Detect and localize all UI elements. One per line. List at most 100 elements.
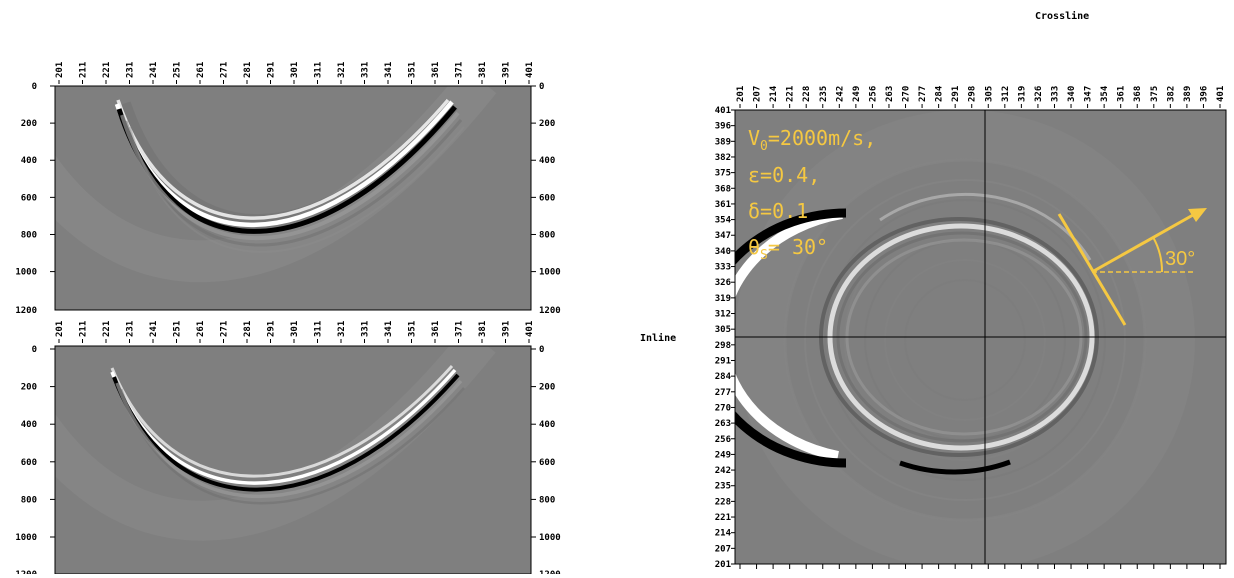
right-x-tick-label: 347	[1084, 86, 1094, 102]
bottom-x-tick-label: 251	[173, 321, 183, 337]
right-panel: Crossline Inline 201 207 214 221 228 235 2	[640, 10, 1227, 570]
top-x-tick-label: 281	[243, 62, 253, 78]
y-clipped-tick-label: 1200	[15, 306, 37, 316]
bottom-y-left-tick-label: 800	[21, 495, 37, 505]
bottom-x-tick-label: 361	[431, 321, 441, 337]
bottom-x-tick-label: 221	[102, 321, 112, 337]
bottom-y-axis-right: 0 200 400 600 800 1000	[531, 345, 561, 543]
right-x-tick-label: 263	[885, 86, 895, 102]
bottom-y-left-tick-label: 600	[21, 458, 37, 468]
top-x-tick-label: 251	[173, 62, 183, 78]
right-x-tick-label: 228	[802, 86, 812, 102]
bottom-x-tick-label: 281	[243, 321, 253, 337]
bottom-x-tick-label: 341	[384, 321, 394, 337]
bottom-x-tick-label: 211	[79, 321, 89, 337]
right-y-tick-label: 368	[715, 184, 731, 194]
epsilon-label: ε=0.4,	[748, 163, 820, 187]
right-x-tick-label: 340	[1067, 86, 1077, 102]
bottom-x-tick-label: 241	[149, 321, 159, 337]
top-x-tick-label: 361	[431, 62, 441, 78]
angle-diagram	[1057, 208, 1207, 326]
y-clipped-tick-label: 1200	[15, 570, 37, 574]
bottom-y-right-tick-label: 200	[539, 383, 555, 393]
bottom-x-tick-label: 311	[314, 321, 324, 337]
top-x-tick-label: 271	[220, 62, 230, 78]
right-x-tick-label: 361	[1117, 86, 1127, 102]
right-x-tick-label: 312	[1001, 86, 1011, 102]
right-y-tick-label: 347	[715, 231, 731, 241]
right-y-tick-label: 298	[715, 341, 731, 351]
right-x-tick-label: 375	[1150, 86, 1160, 102]
right-y-tick-label: 228	[715, 497, 731, 507]
bottom-y-left-tick-label: 200	[21, 383, 37, 393]
wavefront-tangent-line	[1057, 213, 1127, 326]
top-x-tick-label: 261	[196, 62, 206, 78]
top-x-tick-label: 371	[455, 62, 465, 78]
top-y-left-tick-label: 800	[21, 230, 37, 240]
top-y-left-tick-label: 0	[32, 82, 37, 92]
crossline-title: Crossline	[1035, 10, 1089, 22]
bottom-panel-wavefront	[55, 346, 496, 541]
right-x-tick-label: 382	[1166, 86, 1176, 102]
right-x-tick-label: 298	[968, 86, 978, 102]
right-x-tick-label: 354	[1100, 85, 1110, 102]
right-y-tick-label: 401	[715, 106, 731, 116]
bottom-x-axis: 201 211 221 231 241 251 261 271 281 291 301 311 321 3…	[55, 321, 535, 343]
right-x-tick-label: 201	[736, 86, 746, 102]
right-y-tick-label: 207	[715, 544, 731, 554]
top-x-tick-label: 211	[79, 62, 89, 78]
top-x-tick-label: 321	[337, 62, 347, 78]
right-x-tick-label: 242	[835, 86, 845, 102]
right-x-tick-label: 235	[819, 86, 829, 102]
right-y-tick-label: 361	[715, 200, 731, 210]
top-x-tick-label: 401	[525, 62, 535, 78]
y-clipped-tick-label: 1200	[539, 570, 561, 574]
parameter-annotations: V0=2000m/s, ε=0.4, δ=0.1 θS= 30°	[748, 126, 876, 263]
bottom-x-tick-label: 381	[478, 321, 488, 337]
right-x-tick-label: 326	[1034, 86, 1044, 102]
bottom-y-right-tick-label: 0	[539, 345, 544, 355]
top-x-tick-label: 231	[126, 62, 136, 78]
right-y-tick-label: 305	[715, 325, 731, 335]
right-x-tick-label: 368	[1133, 86, 1143, 102]
top-x-tick-label: 391	[502, 62, 512, 78]
bottom-y-right-tick-label: 1000	[539, 533, 561, 543]
bottom-x-tick-label: 201	[55, 321, 65, 337]
right-y-tick-label: 284	[715, 372, 732, 382]
right-y-tick-label: 242	[715, 466, 731, 476]
right-x-tick-label: 305	[984, 86, 994, 102]
bottom-x-tick-label: 231	[126, 321, 136, 337]
right-x-tick-label: 249	[852, 86, 862, 102]
bottom-y-left-tick-label: 1000	[15, 533, 37, 543]
right-y-tick-label: 221	[715, 513, 731, 523]
bottom-y-right-tick-label: 600	[539, 458, 555, 468]
top-x-tick-label: 301	[290, 62, 300, 78]
right-x-tick-label: 256	[868, 86, 878, 102]
inline-label: Inline	[640, 332, 676, 344]
top-y-left-tick-label: 1000	[15, 268, 37, 278]
top-panel: 201 211 221 231 241 251 261 271 281 291 301 311 321 3…	[15, 62, 561, 316]
top-x-tick-label: 341	[384, 62, 394, 78]
top-x-tick-label: 241	[149, 62, 159, 78]
top-y-right-tick-label: 200	[539, 119, 555, 129]
propagation-arrow-line	[1091, 213, 1194, 274]
bottom-y-right-tick-label: 800	[539, 495, 555, 505]
right-x-tick-label: 207	[753, 86, 763, 102]
top-x-tick-label: 331	[361, 62, 371, 78]
y-clipped-tick-label: 1200	[539, 306, 561, 316]
right-y-tick-label: 382	[715, 153, 731, 163]
bottom-panel: 201 211 221 231 241 251 261 271 281 291 301 311 321 3…	[15, 321, 561, 578]
right-y-tick-label: 340	[715, 247, 731, 257]
right-y-tick-label: 235	[715, 482, 731, 492]
right-y-tick-label: 270	[715, 403, 731, 413]
right-y-tick-label: 256	[715, 435, 731, 445]
top-y-left-tick-label: 400	[21, 156, 37, 166]
bottom-x-tick-label: 331	[361, 321, 371, 337]
right-y-tick-label: 277	[715, 388, 731, 398]
angle-arc	[1152, 236, 1164, 273]
right-panel-wavefront	[735, 110, 1195, 564]
right-y-tick-label: 263	[715, 419, 731, 429]
top-x-tick-label: 201	[55, 62, 65, 78]
angle-label: 30°	[1165, 248, 1195, 270]
bottom-x-tick-label: 261	[196, 321, 206, 337]
